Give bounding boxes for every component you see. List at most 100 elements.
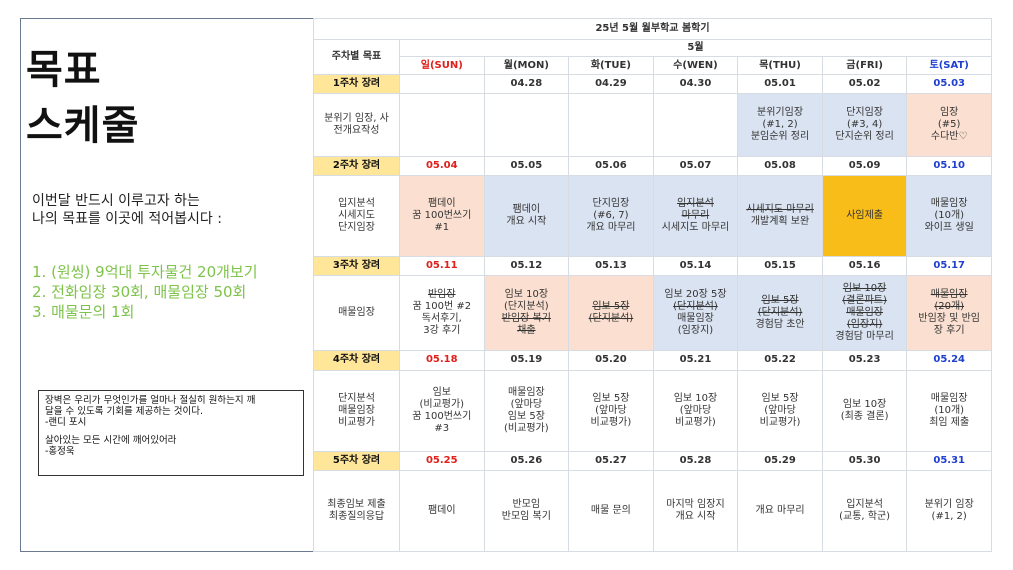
task-line: 임보 10장 <box>842 283 887 295</box>
day-header-sun: 일(SUN) <box>399 56 485 75</box>
task-cell: 임보 20장 5장 (단지분석) 매물임장 (임장지) <box>652 275 739 352</box>
task-line: (앞마당 <box>764 404 796 416</box>
task-line: 임보 10장 <box>673 392 718 404</box>
date-cell: 05.25 <box>399 450 485 471</box>
date-cell: 05.20 <box>568 350 654 371</box>
task-line: 3강 후기 <box>423 325 461 337</box>
goal-list: 1. (원씽) 9억대 투자물건 20개보기 2. 전화임장 30회, 매물임장… <box>32 262 258 322</box>
task-cell: 개요 마무리 <box>737 469 823 553</box>
date-cell: 04.28 <box>483 73 570 94</box>
task-cell: 임보 10장 (단지분석) 반임장 복기 채출 <box>483 275 570 352</box>
date-cell: 05.31 <box>906 450 992 471</box>
week-date-row: 3주차 장려 05.11 05.12 05.13 05.14 05.15 05.16 05.1… <box>313 256 992 277</box>
quote-text: 장벽은 우리가 무엇인가를 얼마나 절실히 원하는지 깨 달을 수 있도록 기회… <box>45 395 256 428</box>
task-line: 매물임장 <box>930 289 968 301</box>
task-line: #3 <box>434 422 450 434</box>
date-cell: 05.24 <box>906 350 992 371</box>
task-line: 반임장 복기 <box>501 313 551 325</box>
week-label: 4주차 장려 <box>313 350 400 371</box>
task-cell: 단지임장 (#6, 7) 개요 마무리 <box>568 175 654 258</box>
task-line: 매물 문의 <box>590 504 631 516</box>
date-cell: 05.10 <box>906 155 992 177</box>
task-line: 채출 <box>517 325 536 337</box>
task-line: 임보 5장 <box>592 392 630 404</box>
week-label: 3주차 장려 <box>313 256 400 277</box>
task-line: 개요 마무리 <box>755 504 805 516</box>
task-line: 팸데이 <box>427 504 456 516</box>
goal-item: 3. 매물문의 1회 <box>32 303 135 321</box>
task-line: (#3, 4) <box>846 118 883 130</box>
task-cell: 임장 (#5) 수다반♡ <box>906 92 992 157</box>
task-line: (앞마당 <box>679 404 712 416</box>
day-header-wed: 수(WEN) <box>652 56 739 75</box>
task-line: 마지막 임장지 <box>666 498 725 510</box>
task-line: 입지분석 <box>846 498 883 510</box>
task-line: 시세지도 마무리 <box>746 204 814 216</box>
task-line: 임보 5장 <box>761 392 799 404</box>
date-cell: 05.11 <box>399 256 485 277</box>
task-line: 개요 시작 <box>675 510 716 522</box>
date-cell: 05.29 <box>737 450 823 471</box>
date-cell: 05.09 <box>821 155 908 177</box>
date-cell: 05.19 <box>483 350 570 371</box>
task-line: 꿈 100번쓰기 <box>412 410 472 422</box>
goal-item: 2. 전화임장 30회, 매물임장 50회 <box>32 283 247 301</box>
date-cell: 05.07 <box>652 155 739 177</box>
week-date-row: 5주차 장려 05.25 05.26 05.27 05.28 05.29 05.30 05.3… <box>313 450 992 471</box>
task-line: 반모임 복기 <box>501 510 551 522</box>
task-line: 매물임장 <box>677 313 714 325</box>
date-cell: 05.02 <box>821 73 908 94</box>
week-label: 2주차 장려 <box>313 155 400 177</box>
date-cell: 05.12 <box>483 256 570 277</box>
title-line-2: 스케줄 <box>26 103 140 149</box>
task-line: 임보 5장 <box>507 410 545 422</box>
week-task-row: 매물임장 반임장 꿈 100번 #2 독서후기, 3강 후기 임보 10장 (단지분석) 반임… <box>313 275 992 352</box>
task-cell: 임보 10장 (앞마당 비교평가) <box>652 369 739 452</box>
date-cell: 05.04 <box>399 155 485 177</box>
task-cell: 임보 10장 (결론파트) 매물임장 (임장지) 경험담 마무리 <box>821 275 908 352</box>
task-line: 개발계획 보완 <box>750 216 810 228</box>
task-cell: 임보 5장 (단지분석) 경험담 초안 <box>737 275 823 352</box>
task-cell: 매물임장 (앞마당 임보 5장 (비교평가) <box>483 369 570 452</box>
week-label: 5주차 장려 <box>313 450 400 471</box>
task-cell: 단지임장 (#3, 4) 단지순위 정리 <box>821 92 908 157</box>
day-header-sat: 토(SAT) <box>906 56 992 75</box>
task-line: 반모임 <box>512 498 541 510</box>
task-cell: 임보 (비교평가) 꿈 100번쓰기 #3 <box>399 369 485 452</box>
task-line: (임장지) <box>846 319 883 331</box>
task-line: 팸데이 <box>512 204 541 216</box>
week-goal: 분위기 임장, 사 전개요작성 <box>313 92 400 157</box>
task-line: 임장 <box>939 106 959 118</box>
task-line: 최임 제출 <box>929 416 970 428</box>
date-cell: 05.26 <box>483 450 570 471</box>
task-line: (비교평가) <box>419 398 465 410</box>
task-line: 팸데이 <box>427 198 456 210</box>
task-line: 비교평가) <box>675 416 716 428</box>
task-line: (비교평가) <box>504 422 549 434</box>
date-cell: 05.15 <box>737 256 823 277</box>
task-cell <box>652 92 739 157</box>
title-line-1: 목표 <box>26 47 102 93</box>
task-line: 반임장 및 반임 <box>918 313 980 325</box>
task-cell: 임보 5장 (앞마당 비교평가) <box>568 369 654 452</box>
task-line: (#1, 2) <box>762 118 798 130</box>
goal-item: 1. (원씽) 9억대 투자물건 20개보기 <box>32 263 258 281</box>
task-cell: 매물임장 (10개) 최임 제출 <box>906 369 992 452</box>
task-line: 입지분석 <box>677 198 714 210</box>
week-date-row: 1주차 장려 04.28 04.29 04.30 05.01 05.02 05.03 <box>313 73 992 94</box>
task-cell <box>399 92 485 157</box>
task-cell: 분위기임장 (#1, 2) 분임순위 정리 <box>737 92 823 157</box>
date-cell: 05.17 <box>906 256 992 277</box>
task-cell: 입지분석 마무리 시세지도 마무리 <box>652 175 739 258</box>
task-cell: 임보 5장 (앞마당 비교평가) <box>737 369 823 452</box>
weeks-body: 1주차 장려 04.28 04.29 04.30 05.01 05.02 05.03 분위기 … <box>313 73 992 553</box>
quote-box: 장벽은 우리가 무엇인가를 얼마나 절실히 원하는지 깨 달을 수 있도록 기회… <box>38 390 304 476</box>
date-cell: 05.22 <box>737 350 823 371</box>
task-line: 단지임장 <box>592 198 630 210</box>
date-cell: 05.27 <box>568 450 654 471</box>
task-line: 매물임장 <box>930 392 968 404</box>
date-cell: 05.28 <box>652 450 739 471</box>
task-line: 매물임장 <box>930 198 968 210</box>
date-cell: 05.08 <box>737 155 823 177</box>
date-cell: 04.30 <box>652 73 739 94</box>
